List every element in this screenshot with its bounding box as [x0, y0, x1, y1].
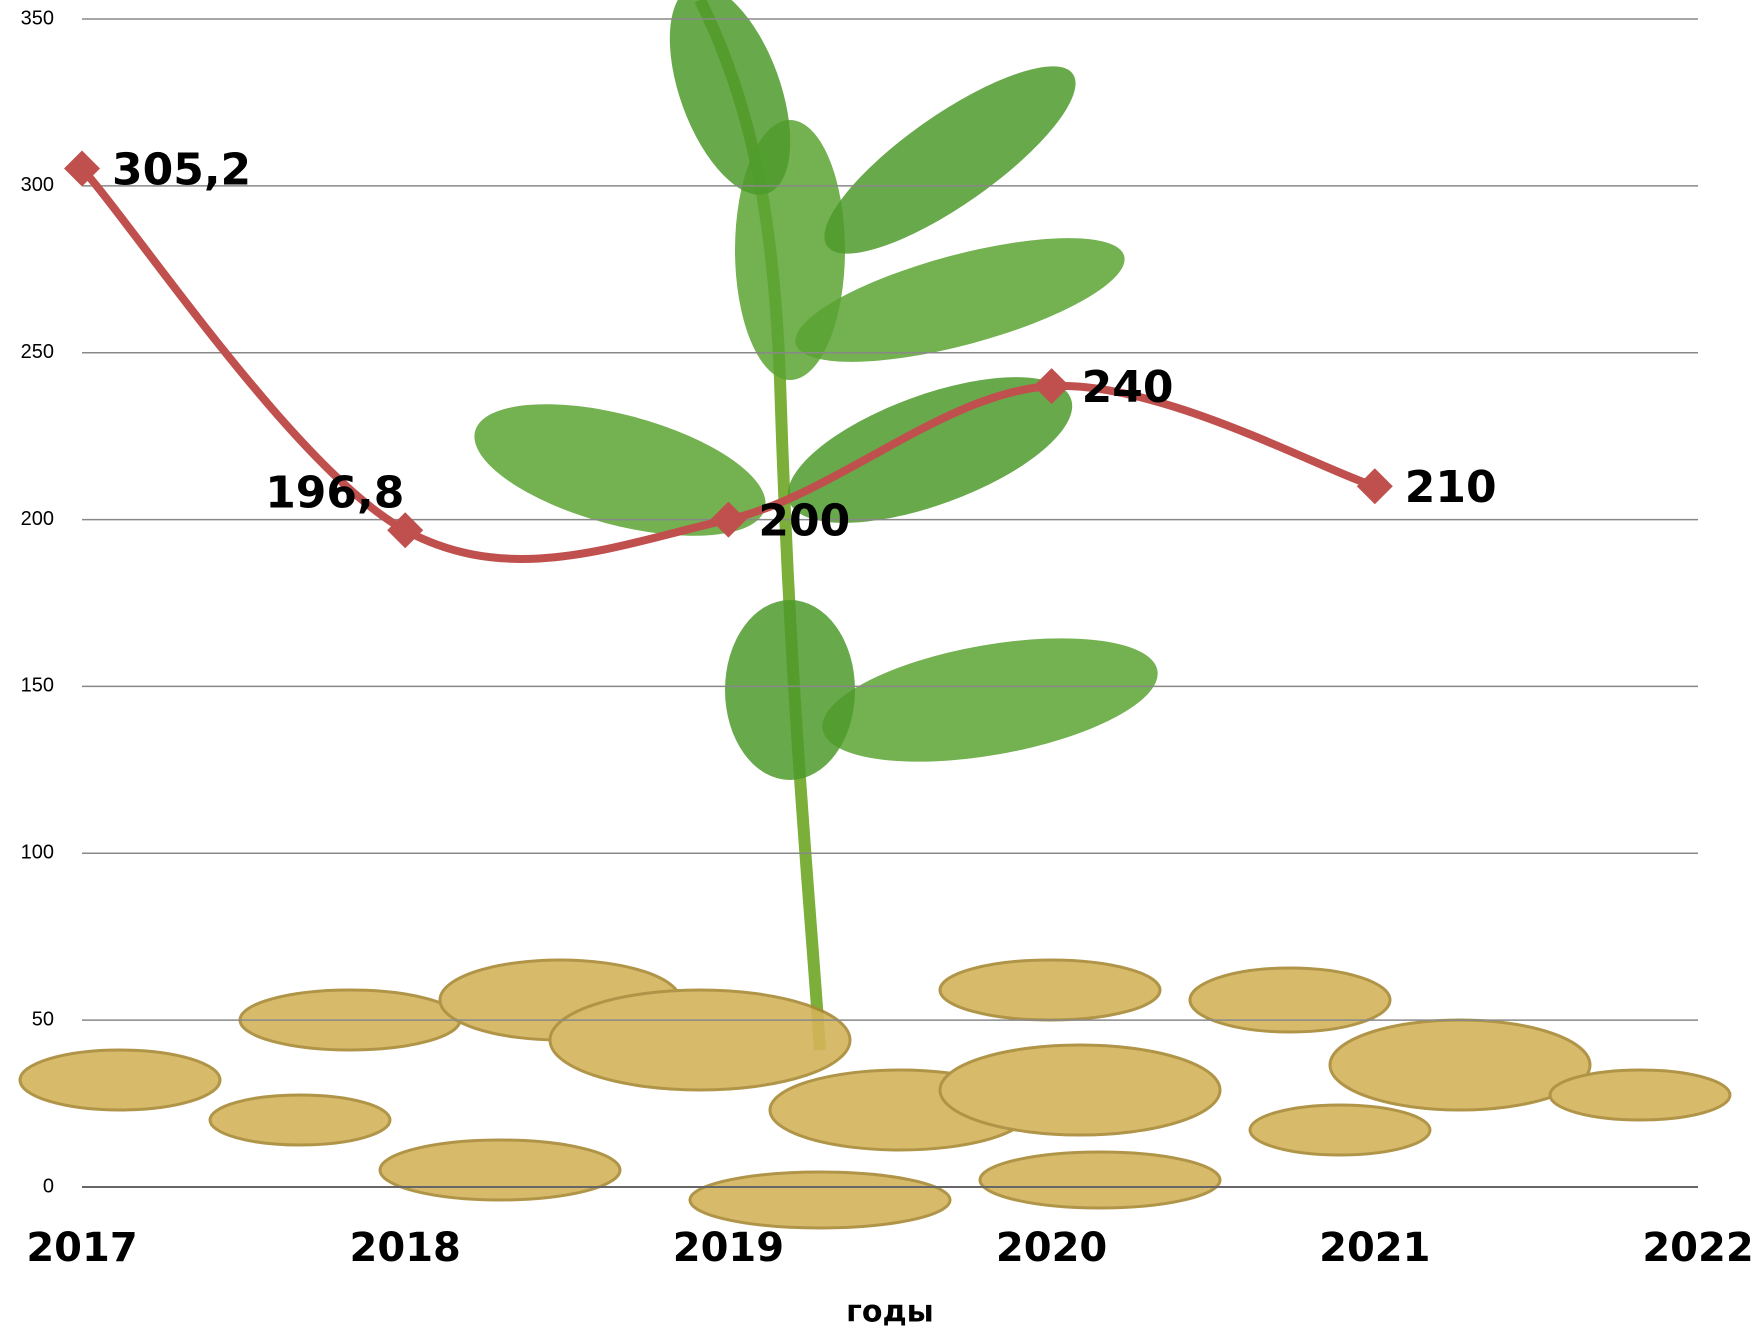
y-tick-label: 0	[43, 1175, 54, 1197]
x-tick-label: 2022	[1642, 1225, 1753, 1271]
background-illustration	[20, 0, 1730, 1228]
x-tick-label: 2020	[996, 1225, 1107, 1271]
y-tick-label: 50	[32, 1008, 54, 1030]
chart: 0 50 100 150 200 250 300 350 2017 2018 2019 2020 202…	[0, 0, 1758, 1328]
x-axis-label: годы	[846, 1295, 934, 1328]
x-tick-label: 2019	[673, 1225, 784, 1271]
y-tick-label: 300	[21, 174, 54, 196]
x-tick-label: 2017	[26, 1225, 137, 1271]
x-tick-label: 2018	[350, 1225, 461, 1271]
y-tick-label: 350	[21, 7, 54, 29]
data-label: 196,8	[265, 467, 404, 518]
marker	[1357, 468, 1393, 504]
data-label: 210	[1405, 462, 1497, 513]
x-tick-label: 2021	[1319, 1225, 1430, 1271]
y-tick-label: 100	[21, 842, 54, 864]
data-label: 200	[758, 496, 850, 547]
y-tick-label: 250	[21, 341, 54, 363]
y-tick-label: 150	[21, 675, 54, 697]
data-label: 240	[1082, 362, 1174, 413]
data-label: 305,2	[112, 145, 251, 196]
y-tick-label: 200	[21, 508, 54, 530]
